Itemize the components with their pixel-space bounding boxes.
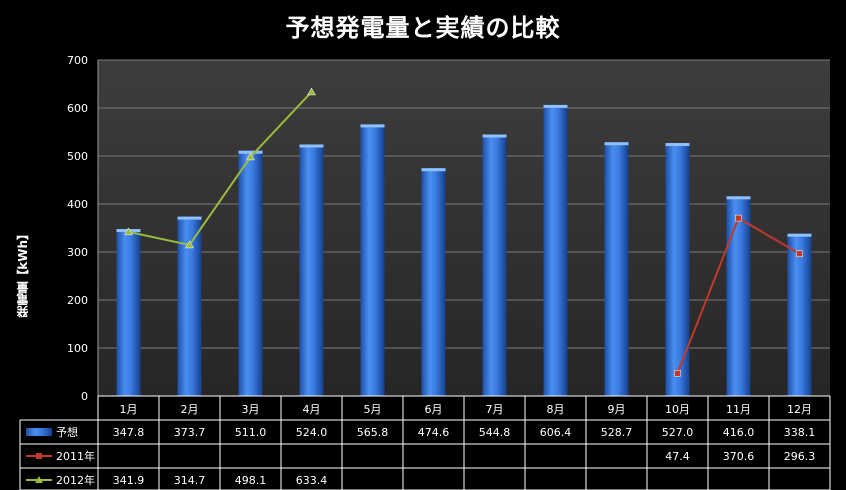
- plot-area: [98, 60, 830, 396]
- legend-key-marker: [35, 476, 43, 483]
- bar-top: [482, 134, 507, 138]
- data-label: 296.3: [784, 450, 816, 463]
- series-point: [307, 87, 316, 96]
- bar: [238, 150, 263, 396]
- series-point: [246, 152, 255, 161]
- bar-top: [543, 104, 568, 108]
- series-point: [796, 250, 803, 258]
- bar-top: [787, 233, 812, 237]
- y-tick-label: 200: [67, 294, 88, 307]
- x-tick-label: 7月: [486, 403, 504, 416]
- bar: [360, 124, 385, 396]
- data-label: 370.6: [723, 450, 755, 463]
- data-label: 565.8: [357, 426, 389, 439]
- bar-top: [238, 150, 263, 154]
- data-label: 528.7: [601, 426, 633, 439]
- legend-label: 予想: [56, 425, 78, 439]
- y-tick-label: 700: [67, 54, 88, 67]
- bar-top: [299, 144, 324, 148]
- y-tick-label: 300: [67, 246, 88, 259]
- data-label: 373.7: [174, 426, 206, 439]
- x-tick-label: 4月: [303, 403, 321, 416]
- y-tick-label: 400: [67, 198, 88, 211]
- data-label: 341.9: [113, 474, 145, 487]
- series-point: [124, 227, 133, 236]
- bar-top: [726, 196, 751, 200]
- series-point: [185, 240, 194, 249]
- legend-label: 2011年: [56, 449, 95, 463]
- legend-label: 2012年: [56, 473, 95, 487]
- x-tick-label: 10月: [665, 403, 690, 416]
- data-label: 527.0: [662, 426, 694, 439]
- bar: [299, 144, 324, 396]
- y-tick-label: 500: [67, 150, 88, 163]
- x-tick-label: 6月: [425, 403, 443, 416]
- series-point: [674, 369, 681, 377]
- data-label: 314.7: [174, 474, 206, 487]
- bar: [482, 134, 507, 396]
- bar-top: [360, 124, 385, 128]
- data-label: 511.0: [235, 426, 267, 439]
- legend-key-marker: [36, 453, 42, 459]
- legend-key-bar: [26, 428, 52, 436]
- bar: [665, 143, 690, 396]
- bar-top: [604, 142, 629, 146]
- x-tick-label: 8月: [547, 403, 565, 416]
- x-tick-label: 12月: [787, 403, 812, 416]
- x-tick-label: 1月: [120, 403, 138, 416]
- series-point: [735, 214, 742, 222]
- data-label: 338.1: [784, 426, 816, 439]
- chart-title: 予想発電量と実績の比較: [285, 14, 561, 42]
- bar: [787, 233, 812, 396]
- data-label: 474.6: [418, 426, 450, 439]
- bar-top: [421, 168, 446, 172]
- data-label: 416.0: [723, 426, 755, 439]
- data-label: 47.4: [665, 450, 690, 463]
- bar: [421, 168, 446, 396]
- y-tick-label: 0: [81, 390, 88, 403]
- bar: [116, 229, 141, 396]
- data-label: 633.4: [296, 474, 328, 487]
- data-label: 544.8: [479, 426, 511, 439]
- x-tick-label: 3月: [242, 403, 260, 416]
- bar: [604, 142, 629, 396]
- bar: [543, 104, 568, 396]
- x-tick-label: 11月: [726, 403, 751, 416]
- data-label: 347.8: [113, 426, 145, 439]
- data-label: 606.4: [540, 426, 572, 439]
- y-tick-label: 100: [67, 342, 88, 355]
- x-tick-label: 9月: [608, 403, 626, 416]
- x-tick-label: 2月: [181, 403, 199, 416]
- series-line: [128, 91, 313, 247]
- bar-top: [177, 216, 202, 220]
- x-tick-label: 5月: [364, 403, 382, 416]
- y-tick-label: 600: [67, 102, 88, 115]
- bar-top: [665, 143, 690, 147]
- data-label: 498.1: [235, 474, 267, 487]
- bar: [726, 196, 751, 396]
- data-label: 524.0: [296, 426, 328, 439]
